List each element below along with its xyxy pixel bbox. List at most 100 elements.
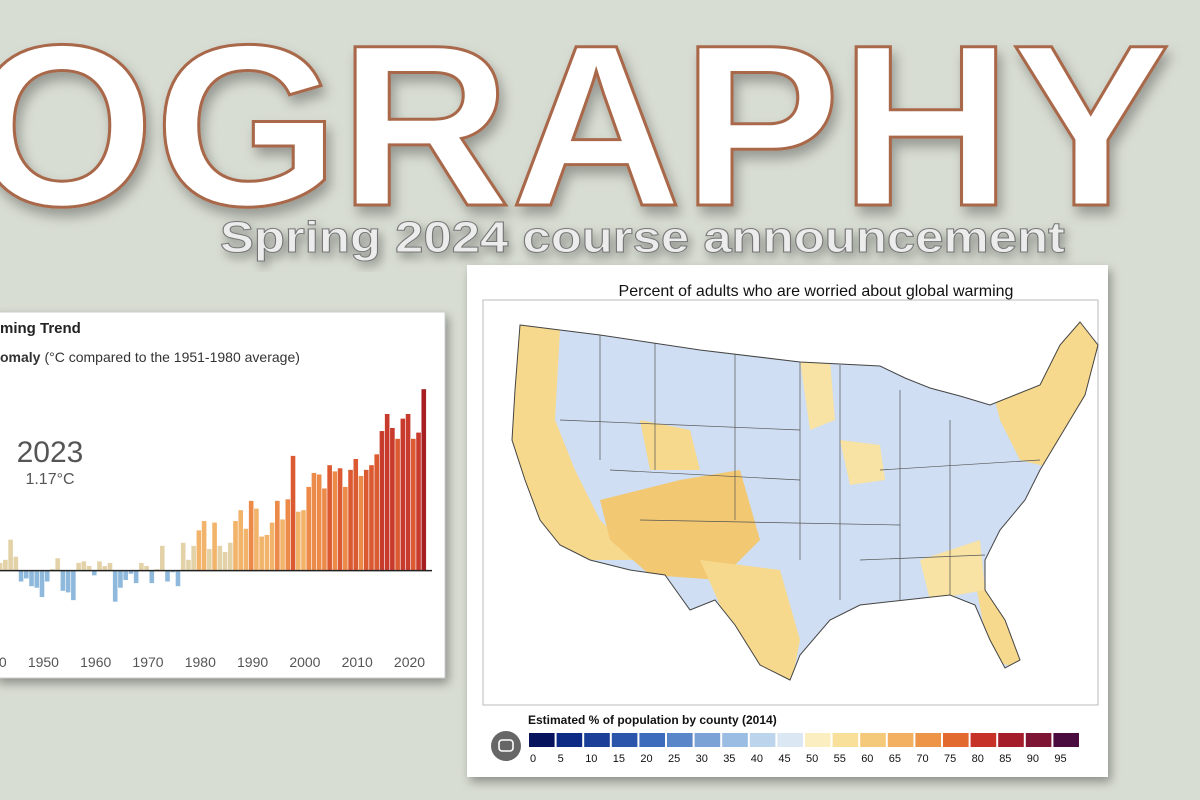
legend-tick-label: 30 — [696, 753, 708, 765]
bar — [23, 570, 29, 579]
bar — [254, 508, 259, 571]
state-line — [559, 330, 1041, 600]
lens-button[interactable] — [491, 731, 521, 761]
bar — [280, 519, 285, 571]
legend-swatch — [1025, 733, 1052, 747]
bar — [311, 472, 317, 571]
bar — [86, 566, 92, 571]
banner-title: OGRAPHY — [0, 0, 1170, 254]
bar — [128, 570, 134, 574]
bar — [217, 545, 223, 571]
x-tick-label: 2020 — [394, 654, 425, 670]
bar — [144, 566, 149, 571]
legend-swatch — [832, 733, 859, 747]
bar — [269, 522, 275, 571]
legend-tick-label: 60 — [861, 753, 873, 765]
bar — [60, 570, 66, 591]
bar — [34, 570, 40, 588]
bar — [353, 458, 359, 571]
bar — [91, 570, 97, 576]
bar — [102, 566, 108, 571]
bar — [390, 427, 395, 571]
legend-tick-label: 20 — [640, 753, 652, 765]
bar — [259, 536, 264, 571]
bar — [81, 561, 87, 571]
bar — [285, 499, 291, 571]
bar — [238, 510, 244, 571]
bar — [374, 454, 380, 571]
legend-tick-label: 90 — [1027, 753, 1039, 765]
bar — [180, 542, 186, 571]
bar — [379, 431, 385, 571]
legend-tick-label: 50 — [806, 753, 818, 765]
region-florida — [975, 580, 1025, 670]
bar — [112, 570, 118, 602]
bar — [76, 562, 81, 571]
legend-tick-label: 55 — [834, 753, 846, 765]
legend: 0 5 10 15 20 25 30 35 40 45 50 55 60 65 70 75 80 85 90 95 — [529, 733, 1079, 765]
region-west-coast — [512, 322, 640, 560]
bar — [337, 468, 343, 571]
bar — [118, 570, 123, 588]
legend-tick-label: 45 — [778, 753, 790, 765]
bar — [212, 522, 217, 571]
bar — [416, 432, 421, 571]
bar — [55, 558, 60, 571]
bar — [18, 570, 24, 582]
region-southwest — [600, 470, 760, 580]
bar — [139, 562, 144, 571]
legend-tick-label: 75 — [944, 753, 956, 765]
annotation-value: 1.17°C — [25, 471, 74, 488]
bar — [222, 552, 228, 571]
legend-swatch — [584, 733, 610, 747]
bar — [264, 534, 270, 571]
bar — [154, 569, 160, 571]
legend-tick-label: 80 — [972, 753, 984, 765]
legend-swatch — [556, 733, 583, 747]
x-tick-label: 1970 — [132, 654, 163, 670]
bar — [405, 413, 411, 571]
bar — [421, 389, 427, 571]
x-tick-label: 40 — [0, 654, 7, 670]
bar — [395, 438, 400, 571]
bar — [39, 570, 45, 598]
bar — [400, 418, 406, 571]
legend-swatch — [639, 733, 665, 747]
legend-tick-label: 10 — [585, 753, 597, 765]
bar — [186, 559, 191, 571]
legend-swatch — [860, 733, 886, 747]
legend-swatch — [722, 733, 748, 747]
map-regions — [512, 322, 1098, 680]
bar — [275, 500, 280, 571]
bar — [97, 561, 102, 571]
bar — [50, 569, 55, 571]
legend-tick-label: 85 — [999, 753, 1011, 765]
legend-swatch — [998, 733, 1024, 747]
x-tick-label: 2000 — [289, 654, 320, 670]
legend-tick-label: 0 — [530, 753, 536, 765]
state-lines — [559, 330, 1041, 600]
bar — [295, 511, 301, 571]
bar — [13, 556, 19, 571]
region-georgia — [920, 540, 985, 600]
legend-swatch — [749, 733, 776, 747]
x-tick-label: 2010 — [342, 654, 373, 670]
x-tick-label: 1990 — [237, 654, 268, 670]
bar — [369, 465, 374, 571]
legend-tick-label: 25 — [668, 753, 680, 765]
bar — [159, 545, 165, 571]
bar — [363, 469, 369, 571]
bar — [175, 570, 181, 587]
bar — [191, 545, 196, 571]
map-panel: Percent of adults who are worried about … — [467, 265, 1108, 777]
bar — [316, 474, 322, 571]
bar — [358, 476, 364, 571]
bar — [149, 570, 155, 584]
legend-tick-label: 40 — [751, 753, 763, 765]
x-tick-label: 1950 — [28, 654, 59, 670]
bar — [170, 570, 176, 573]
bar — [411, 438, 416, 571]
legend-swatch — [805, 733, 831, 747]
region-minnesota — [800, 360, 835, 430]
legend-tick-label: 65 — [889, 753, 901, 765]
